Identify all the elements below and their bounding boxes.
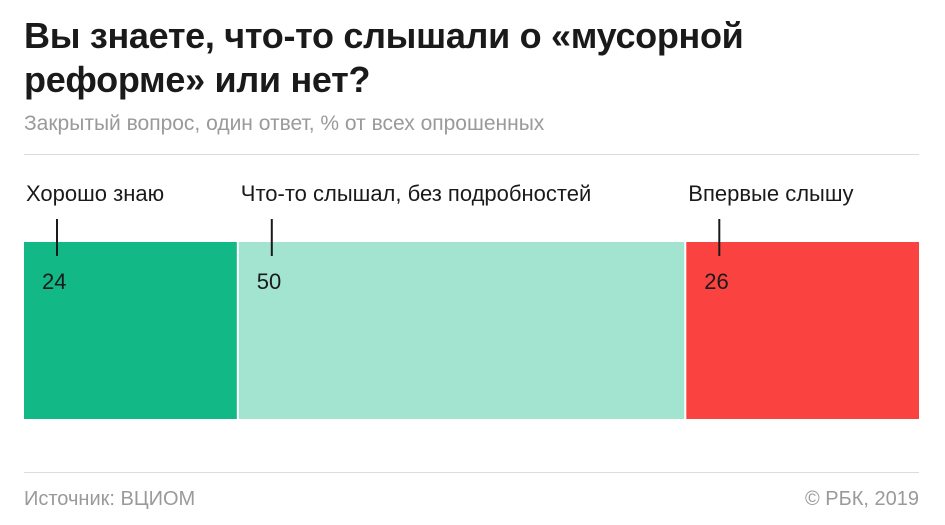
value-label-2: 50 <box>257 269 281 294</box>
value-label-3: 26 <box>704 269 728 294</box>
source-note: Источник: ВЦИОМ <box>24 488 196 510</box>
category-label-3: Впервые слышу <box>688 181 853 206</box>
bottom-divider <box>24 472 919 473</box>
value-label-1: 24 <box>42 269 66 294</box>
stacked-bar-chart: Хорошо знаю 24 Что-то слышал, без подробно… <box>24 181 919 419</box>
top-divider <box>24 154 919 155</box>
bar-segment-1 <box>24 242 237 419</box>
category-label-2: Что-то слышал, без подробностей <box>241 181 591 206</box>
category-label-1: Хорошо знаю <box>26 181 164 206</box>
chart-subtitle: Закрытый вопрос, один ответ, % от всех о… <box>24 112 545 135</box>
bar-segment-3 <box>686 242 919 419</box>
chart-title: Вы знаете, что-то слышали о «мусорной ре… <box>24 15 744 100</box>
copyright-note: © РБК, 2019 <box>804 488 919 510</box>
bar-segment-2 <box>238 242 685 419</box>
